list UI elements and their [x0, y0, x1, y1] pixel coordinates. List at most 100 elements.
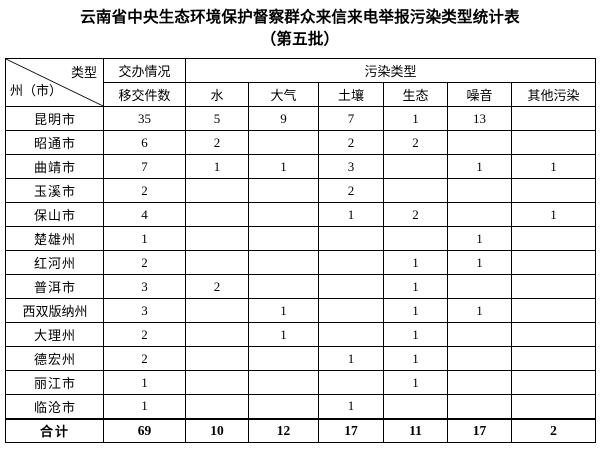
cell-ecology	[383, 178, 448, 203]
cell-transferred: 2	[103, 346, 186, 371]
cell-other	[510, 274, 597, 299]
cell-water: 1	[185, 154, 249, 179]
cell-ecology: 2	[383, 202, 448, 227]
cell-soil: 2	[318, 178, 384, 203]
cell-noise: 13	[447, 106, 512, 131]
cell-ecology: 1	[383, 274, 448, 299]
header-pollution-noise: 噪音	[447, 82, 512, 107]
cell-ecology: 1	[383, 370, 448, 395]
header-pollution-group: 污染类型	[184, 58, 597, 83]
cell-water	[185, 178, 249, 203]
cell-noise	[447, 274, 512, 299]
cell-air	[248, 346, 319, 371]
title-line-2: （第五批）	[260, 31, 340, 48]
row-region-label: 红河州	[5, 250, 104, 275]
total-soil: 17	[318, 417, 384, 443]
table-body: 类型 州（市） 交办情况 污染类型 移交件数 水 大气 土壤 生态 噪音 其他污…	[5, 58, 597, 443]
cell-soil: 2	[318, 130, 384, 155]
row-region-label: 玉溪市	[5, 178, 104, 203]
cell-air: 1	[248, 322, 319, 347]
cell-soil	[318, 370, 384, 395]
cell-air	[248, 370, 319, 395]
cell-transferred: 4	[103, 202, 186, 227]
cell-air	[248, 274, 319, 299]
row-region-label: 大理州	[5, 322, 104, 347]
row-region-label: 昭通市	[5, 130, 104, 155]
cell-other	[510, 370, 597, 395]
cell-air	[248, 202, 319, 227]
cell-soil	[318, 250, 384, 275]
table-row: 昭通市 6 2 2 2	[5, 130, 597, 155]
table-header-row-groups: 类型 州（市） 交办情况 污染类型	[5, 58, 597, 107]
cell-transferred: 35	[103, 106, 186, 131]
cell-noise: 1	[447, 154, 512, 179]
cell-noise	[447, 394, 512, 419]
header-pollution-other: 其他污染	[510, 82, 597, 107]
table-row: 普洱市 3 2 1	[5, 274, 597, 299]
cell-other: 1	[510, 202, 597, 227]
row-region-label: 普洱市	[5, 274, 104, 299]
row-region-label: 曲靖市	[5, 154, 104, 179]
row-region-label: 丽江市	[5, 370, 104, 395]
corner-type-label: 类型	[70, 65, 97, 80]
cell-transferred: 2	[103, 250, 186, 275]
row-region-label: 楚雄州	[5, 226, 104, 251]
total-water: 10	[185, 417, 249, 443]
cell-ecology	[383, 226, 448, 251]
cell-water	[185, 202, 249, 227]
cell-noise: 1	[447, 250, 512, 275]
cell-noise	[447, 202, 512, 227]
cell-other	[510, 250, 597, 275]
cell-air	[248, 130, 319, 155]
cell-other	[510, 322, 597, 347]
table-row: 丽江市 1 1	[5, 370, 597, 395]
cell-air: 9	[248, 106, 319, 131]
total-label: 合计	[5, 417, 104, 443]
header-pollution-water: 水	[185, 82, 249, 107]
row-region-label: 保山市	[5, 202, 104, 227]
row-region-label: 昆明市	[5, 106, 104, 131]
cell-soil: 1	[318, 202, 384, 227]
cell-transferred: 6	[103, 130, 186, 155]
table-row: 玉溪市 2 2	[5, 178, 597, 203]
cell-ecology: 1	[383, 106, 448, 131]
cell-air	[248, 226, 319, 251]
row-region-label: 西双版纳州	[5, 298, 104, 323]
cell-water	[185, 370, 249, 395]
table-total-row: 合计 69 10 12 17 11 17 2	[5, 417, 597, 443]
total-ecology: 11	[383, 417, 448, 443]
cell-air: 1	[248, 298, 319, 323]
page-title: 云南省中央生态环境保护督察群众来信来电举报污染类型统计表 （第五批）	[0, 0, 600, 51]
cell-soil: 7	[318, 106, 384, 131]
table-row: 西双版纳州 3 1 1 1	[5, 298, 597, 323]
cell-soil: 1	[318, 346, 384, 371]
table-row: 曲靖市 7 1 1 3 1 1	[5, 154, 597, 179]
cell-soil	[318, 274, 384, 299]
cell-other	[510, 346, 597, 371]
diagonal-line-icon	[6, 59, 103, 106]
table-row: 红河州 2 1 1	[5, 250, 597, 275]
table-row: 临沧市 1 1	[5, 394, 597, 419]
total-air: 12	[248, 417, 319, 443]
cell-ecology: 1	[383, 346, 448, 371]
cell-noise: 1	[447, 226, 512, 251]
header-pollution-ecology: 生态	[383, 82, 448, 107]
table-row: 保山市 4 1 2 1	[5, 202, 597, 227]
cell-air	[248, 250, 319, 275]
cell-soil: 3	[318, 154, 384, 179]
cell-soil	[318, 322, 384, 347]
cell-other	[510, 130, 597, 155]
cell-soil	[318, 226, 384, 251]
total-other: 2	[510, 417, 597, 443]
cell-transferred: 3	[103, 298, 186, 323]
cell-water	[185, 394, 249, 419]
cell-transferred: 1	[103, 226, 186, 251]
cell-other	[510, 106, 597, 131]
table-row: 昆明市 35 5 9 7 1 13	[5, 106, 597, 131]
total-transferred: 69	[103, 417, 186, 443]
header-pollution-soil: 土壤	[318, 82, 384, 107]
total-noise: 17	[447, 417, 512, 443]
table-container: 类型 州（市） 交办情况 污染类型 移交件数 水 大气 土壤 生态 噪音 其他污…	[5, 58, 597, 443]
cell-noise	[447, 130, 512, 155]
